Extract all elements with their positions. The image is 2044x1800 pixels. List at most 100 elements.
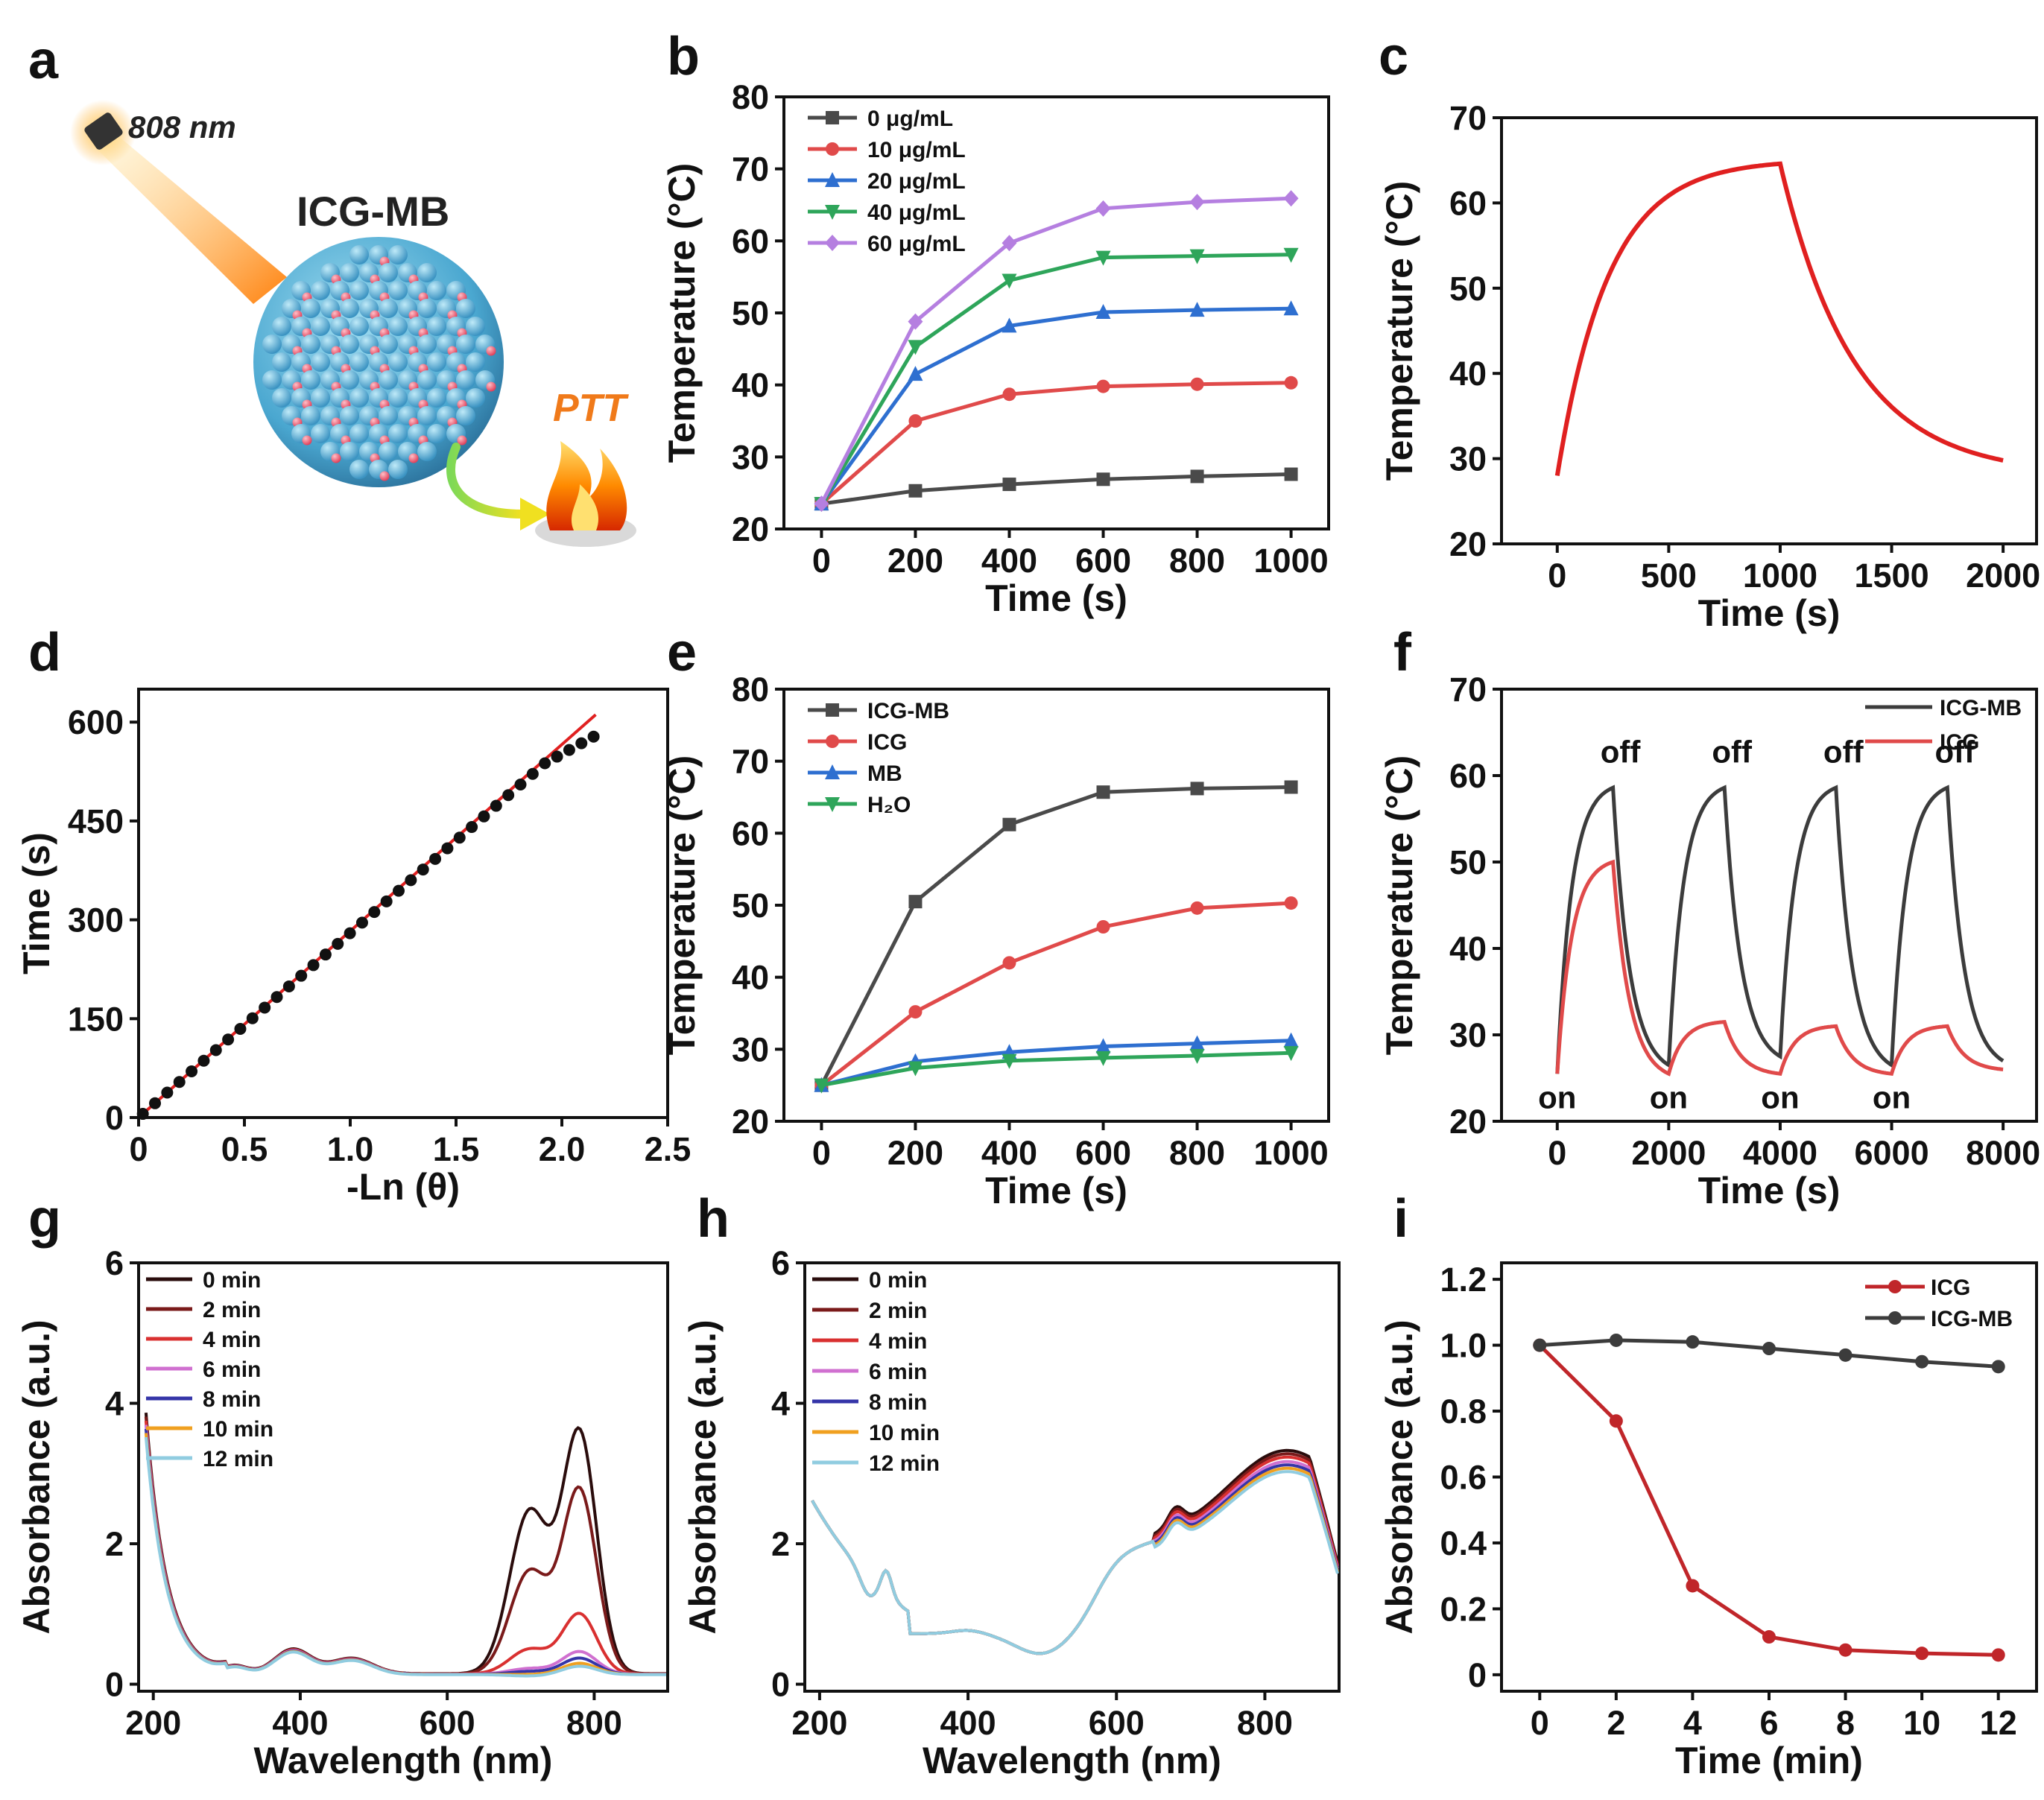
legend-marker [826,703,839,717]
bead [417,299,437,318]
data-point [1095,1038,1111,1053]
data-point [332,937,344,950]
legend-entry: 8 min [812,1390,927,1415]
spectrum-line [811,1452,1339,1655]
y-tick-label: 6 [771,1244,790,1282]
legend-entry: 6 min [146,1357,261,1382]
data-point [1762,1342,1776,1355]
bead [427,317,446,336]
data-point [1190,377,1204,391]
y-axis-title: Temperature (°C) [661,755,703,1055]
y-tick-label: 0 [1468,1656,1487,1694]
data-point [478,810,490,823]
legend-marker [825,172,840,187]
bead-dot [486,381,496,392]
y-tick-label: 40 [1449,930,1487,968]
x-tick-label: 0.5 [221,1130,268,1168]
y-tick-label: 70 [732,150,769,188]
x-axis-title: -Ln (θ) [347,1166,460,1208]
y-tick-label: 60 [1449,184,1487,222]
y-tick-label: 2 [105,1525,124,1563]
panel-a: a 808 nm ICG-MB PTT [28,31,636,547]
y-tick-label: 20 [732,1103,769,1141]
y-tick-label: 80 [732,78,769,116]
series-line [1554,161,2004,476]
data-point [908,895,923,909]
chart-panel-c: c 0 500 1000 1500 2000 20 30 40 50 60 70 Time (s) Tem… [1379,27,2040,634]
panel-letter-h: h [697,1189,730,1249]
x-tick-label: 1000 [1743,557,1817,595]
data-point [259,1001,271,1014]
off-label: off [1712,735,1753,770]
bead [340,406,359,425]
data-point [161,1086,174,1099]
x-tick-label: 800 [1169,1134,1225,1172]
series-line [820,1050,1291,1088]
legend-label: 12 min [203,1447,273,1471]
legend-entry: 2 min [146,1298,261,1322]
legend-entry: 4 min [812,1329,927,1354]
data-point [1095,250,1111,266]
x-tick-label: 200 [887,1134,943,1172]
bead [340,335,359,354]
series-icg-mb [814,780,1298,1092]
legend-marker [826,111,839,124]
series-60-g-ml [814,190,1299,513]
data-point [1686,1579,1700,1593]
legend-entry: 6 min [812,1360,927,1384]
x-axis-title: Time (s) [1698,592,1841,634]
data-point [234,1022,247,1035]
data-point [1002,956,1016,970]
data-point [1002,817,1016,831]
data-point [908,366,923,381]
y-tick-label: 4 [105,1385,124,1423]
data-point [1284,467,1298,481]
x-tick-label: 800 [1169,542,1225,580]
data-point [1283,300,1299,316]
y-tick-label: 2 [771,1525,790,1563]
legend-label: ICG [1931,1275,1970,1300]
legend-entry: ICG [1865,730,1979,755]
plot-frame [803,1261,1341,1693]
data-point [1096,785,1110,799]
data-point [1991,1648,2005,1662]
y-tick-label: 30 [1449,1016,1487,1054]
y-tick-label: 6 [105,1244,124,1282]
bead [456,370,475,390]
data-point [1190,469,1204,484]
x-tick-label: 6000 [1854,1134,1928,1172]
bead-dot [379,471,390,481]
y-tick-label: 450 [68,802,124,840]
off-label: off [1823,735,1864,770]
bead [349,281,369,300]
data-point [1189,302,1205,317]
x-tick-label: 1500 [1854,557,1928,595]
bead [301,299,320,318]
data-point [908,1061,923,1077]
data-point [1283,1032,1299,1048]
data-point [417,863,429,876]
legend-entry: 60 μg/mL [808,232,966,256]
y-tick-label: 0.6 [1440,1459,1487,1497]
legend-label: 8 min [203,1387,261,1412]
y-tick-label: 300 [68,901,124,939]
data-point [1283,190,1299,207]
x-tick-label: 2000 [1966,557,2040,595]
x-tick-label: 800 [1237,1704,1293,1742]
flame-icon [546,441,627,530]
data-point [355,916,368,929]
series-line [820,253,1291,505]
legend-entry: 0 min [812,1268,927,1293]
y-tick-label: 50 [732,887,769,925]
bead-dot [331,453,341,463]
data-point [368,906,381,919]
series-line [820,1039,1291,1088]
plot-frame [1500,688,2038,1123]
data-point [466,821,478,834]
flame-core [571,484,599,530]
bead-dot [457,435,467,446]
data-point [1533,1338,1547,1352]
legend-label: 6 min [203,1357,261,1382]
series-mb [814,1032,1299,1092]
